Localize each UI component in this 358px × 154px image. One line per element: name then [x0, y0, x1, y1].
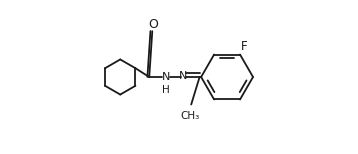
Text: F: F: [241, 40, 248, 53]
Text: O: O: [148, 18, 158, 31]
Text: N: N: [179, 71, 188, 81]
Text: H: H: [162, 85, 170, 95]
Text: CH₃: CH₃: [181, 111, 200, 121]
Text: N: N: [162, 72, 170, 82]
